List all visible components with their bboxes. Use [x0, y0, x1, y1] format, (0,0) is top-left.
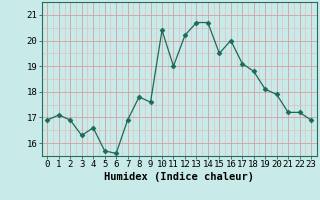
X-axis label: Humidex (Indice chaleur): Humidex (Indice chaleur) [104, 172, 254, 182]
